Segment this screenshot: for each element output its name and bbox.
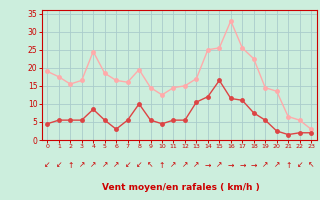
Text: ↑: ↑ xyxy=(159,160,165,170)
Text: ↙: ↙ xyxy=(136,160,142,170)
Text: ↖: ↖ xyxy=(308,160,314,170)
Text: ↗: ↗ xyxy=(101,160,108,170)
Text: ↗: ↗ xyxy=(90,160,96,170)
Text: ↙: ↙ xyxy=(296,160,303,170)
Text: ↖: ↖ xyxy=(147,160,154,170)
Text: ↗: ↗ xyxy=(216,160,222,170)
Text: ↗: ↗ xyxy=(262,160,268,170)
Text: →: → xyxy=(251,160,257,170)
Text: ↗: ↗ xyxy=(274,160,280,170)
Text: ↗: ↗ xyxy=(193,160,200,170)
Text: →: → xyxy=(228,160,234,170)
Text: ↙: ↙ xyxy=(124,160,131,170)
Text: →: → xyxy=(205,160,211,170)
Text: ↗: ↗ xyxy=(182,160,188,170)
Text: ↗: ↗ xyxy=(113,160,119,170)
Text: ↑: ↑ xyxy=(67,160,74,170)
Text: ↙: ↙ xyxy=(56,160,62,170)
Text: ↙: ↙ xyxy=(44,160,51,170)
Text: ↗: ↗ xyxy=(78,160,85,170)
Text: Vent moyen/en rafales ( km/h ): Vent moyen/en rafales ( km/h ) xyxy=(102,183,260,192)
Text: ↗: ↗ xyxy=(170,160,177,170)
Text: ↑: ↑ xyxy=(285,160,291,170)
Text: →: → xyxy=(239,160,245,170)
